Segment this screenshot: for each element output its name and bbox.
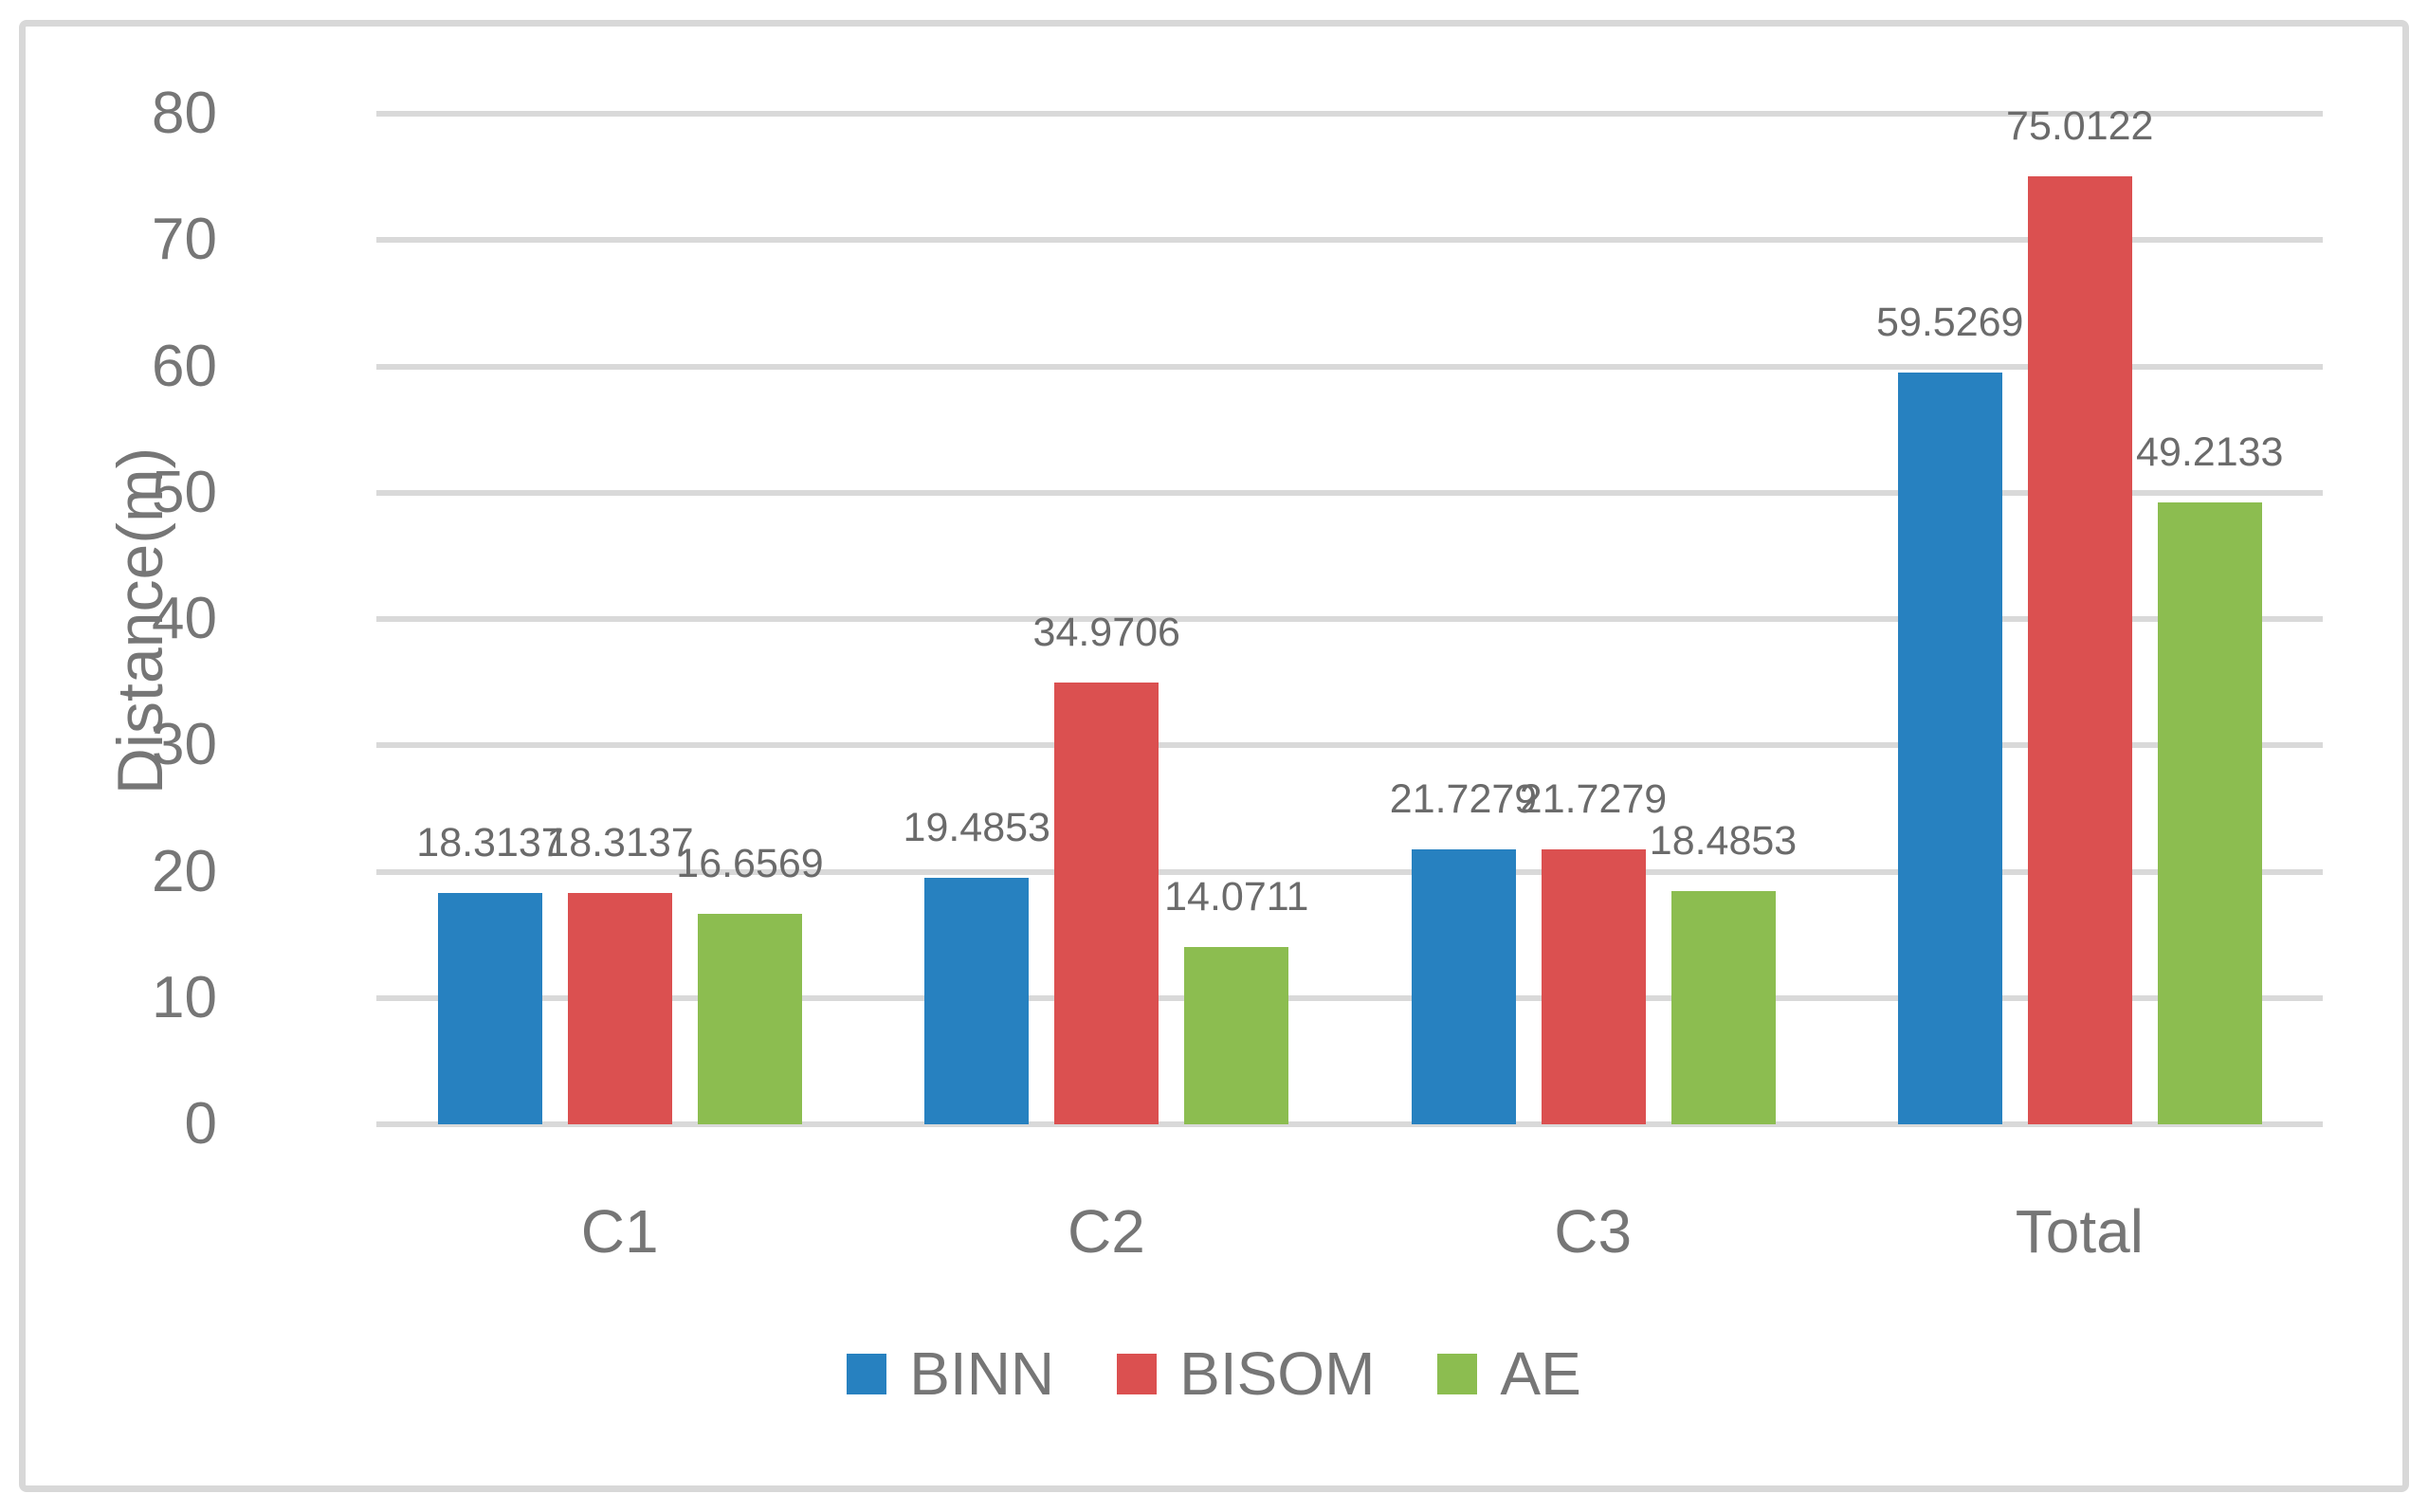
legend-label: BISOM [1179, 1339, 1376, 1408]
bar-ae-c1 [698, 914, 802, 1124]
bar-binn-c3 [1411, 849, 1516, 1124]
legend-swatch-binn [847, 1353, 887, 1394]
bar-value-label: 14.0711 [1164, 873, 1309, 920]
bar-value-label: 59.5269 [1876, 299, 2024, 345]
legend-item-bisom: BISOM [1117, 1342, 1375, 1405]
y-tick-label: 40 [152, 586, 217, 651]
gridline [376, 994, 2323, 1001]
y-tick-label: 60 [152, 333, 217, 399]
legend-item-ae: AE [1437, 1339, 1581, 1408]
bar-bisom-c3 [1541, 849, 1646, 1124]
bar-value-label: 19.4853 [903, 805, 1050, 851]
gridline [376, 111, 2323, 117]
bar-value-label: 18.3137 [416, 819, 564, 865]
bar-binn-c1 [438, 892, 542, 1124]
gridline [376, 868, 2323, 875]
y-tick-label: 80 [152, 81, 217, 146]
y-tick-label: 50 [152, 459, 217, 525]
bar-bisom-c1 [568, 892, 672, 1124]
bar-binn-c2 [924, 878, 1030, 1124]
bar-ae-total [2157, 502, 2262, 1124]
y-axis-title: Distance(m) [104, 446, 176, 795]
y-tick-label: 20 [152, 838, 217, 904]
legend-swatch-ae [1437, 1353, 1478, 1394]
bar-bisom-c2 [1054, 683, 1159, 1124]
x-category-label-c3: C3 [1554, 1197, 1633, 1266]
bar-ae-c2 [1184, 946, 1289, 1124]
bar-value-label: 21.7279 [1519, 776, 1668, 823]
bar-value-label: 49.2133 [2136, 429, 2284, 476]
legend-label: BINN [909, 1339, 1055, 1408]
legend: BINN BISOM AE [0, 1342, 2428, 1405]
chart-frame [19, 20, 2409, 1492]
x-category-label-total: Total [2015, 1197, 2144, 1266]
bar-value-label: 75.0122 [2006, 103, 2154, 150]
bar-ae-c3 [1670, 890, 1776, 1124]
x-category-label-c2: C2 [1067, 1197, 1145, 1266]
y-tick-label: 10 [152, 964, 217, 1030]
legend-item-binn: BINN [847, 1342, 1054, 1405]
gridline [376, 1121, 2323, 1127]
bar-binn-total [1897, 372, 2002, 1124]
legend-swatch-bisom [1117, 1353, 1158, 1394]
y-tick-label: 30 [152, 712, 217, 778]
gridline [376, 363, 2323, 370]
gridline [376, 616, 2323, 622]
x-category-label-c1: C1 [580, 1197, 659, 1266]
plot-area: 0 10 20 30 40 50 60 70 80 18.3137 18.3137 16.6569 19… [152, 84, 2323, 1154]
y-tick-label: 0 [184, 1091, 217, 1157]
bar-value-label: 16.6569 [676, 841, 824, 887]
legend-label: AE [1500, 1339, 1581, 1408]
gridline [376, 742, 2323, 749]
bar-value-label: 34.9706 [1032, 610, 1180, 656]
gridline [376, 489, 2323, 496]
bar-bisom-total [2027, 176, 2132, 1124]
bar-value-label: 21.7279 [1389, 776, 1538, 823]
gridline [376, 237, 2323, 244]
y-tick-label: 70 [152, 207, 217, 273]
bar-value-label: 18.4853 [1649, 817, 1798, 864]
bar-value-label: 18.3137 [546, 819, 694, 865]
